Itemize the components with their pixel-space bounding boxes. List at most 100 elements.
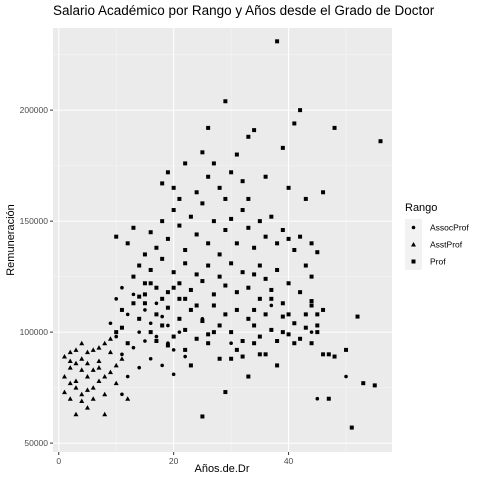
data-point — [160, 296, 165, 301]
data-point — [315, 396, 320, 401]
data-point — [171, 208, 176, 213]
data-point — [108, 321, 113, 326]
data-point — [252, 272, 257, 277]
data-point — [275, 267, 280, 272]
data-point — [154, 285, 159, 290]
data-point — [165, 170, 170, 175]
data-point — [234, 347, 239, 352]
data-point — [125, 341, 130, 346]
data-point — [200, 319, 205, 324]
data-point — [344, 374, 348, 379]
legend-label: AssocProf — [430, 223, 469, 233]
data-point — [229, 356, 234, 361]
data-point — [223, 196, 228, 201]
data-point — [160, 314, 164, 319]
data-point — [137, 316, 142, 321]
data-point — [73, 411, 79, 417]
data-point — [125, 241, 130, 246]
data-point — [96, 378, 102, 383]
data-point — [84, 360, 90, 366]
grid-major — [53, 28, 392, 452]
data-point — [240, 354, 245, 359]
data-point — [269, 214, 274, 219]
data-point — [119, 356, 125, 361]
data-point — [165, 305, 170, 310]
data-point — [275, 39, 280, 44]
data-point — [125, 374, 130, 379]
data-point — [171, 185, 176, 190]
grid-minor — [53, 28, 392, 452]
data-point — [309, 341, 314, 346]
data-point — [240, 208, 245, 213]
data-point — [206, 341, 211, 346]
data-point — [298, 108, 303, 113]
data-point — [107, 336, 113, 341]
data-point — [257, 352, 262, 357]
data-point — [113, 362, 119, 368]
data-point — [217, 252, 222, 257]
data-point — [240, 339, 245, 344]
data-point — [211, 219, 216, 224]
legend-label: AsstProf — [430, 240, 463, 250]
data-point — [269, 327, 274, 332]
data-point — [234, 307, 239, 312]
data-point — [223, 283, 228, 288]
data-point — [67, 365, 73, 370]
data-point — [315, 323, 320, 328]
x-tick-label: 20 — [169, 456, 179, 466]
data-point — [257, 263, 262, 268]
data-point — [183, 354, 187, 359]
data-point — [372, 383, 377, 388]
data-point — [286, 312, 291, 317]
data-point — [206, 263, 211, 268]
series-prof — [114, 39, 383, 430]
data-point — [79, 356, 85, 361]
data-point — [154, 312, 159, 317]
data-point — [280, 145, 285, 150]
legend-items: AssocProf AsstProf Prof — [405, 219, 469, 270]
data-point — [102, 374, 108, 379]
data-point — [96, 345, 102, 350]
data-point — [309, 241, 314, 246]
data-point — [194, 272, 199, 277]
data-point — [154, 339, 159, 344]
data-point — [332, 354, 337, 359]
data-point — [240, 179, 245, 184]
legend: Rango AssocProf AsstProf Prof — [405, 202, 469, 270]
data-point — [148, 356, 153, 361]
data-point — [119, 325, 124, 330]
data-point — [257, 334, 262, 339]
data-point — [309, 330, 314, 334]
data-point — [280, 314, 285, 319]
data-point — [252, 307, 257, 312]
data-point — [246, 196, 251, 201]
data-point — [263, 234, 268, 239]
data-point — [131, 301, 136, 306]
y-tick-label: 100000 — [20, 327, 49, 337]
data-point — [73, 385, 79, 390]
data-point — [286, 281, 291, 286]
data-point — [143, 308, 147, 312]
data-point — [120, 285, 124, 290]
data-point — [257, 219, 262, 224]
data-point — [275, 241, 280, 246]
data-point — [269, 287, 274, 292]
data-point — [183, 247, 188, 252]
data-point — [183, 327, 188, 332]
data-point — [194, 190, 199, 195]
data-point — [211, 161, 216, 166]
data-point — [142, 292, 147, 297]
data-point — [355, 314, 360, 319]
data-point — [154, 301, 159, 306]
data-point — [160, 181, 165, 186]
data-point — [229, 216, 234, 221]
data-point — [148, 230, 153, 235]
data-point — [165, 290, 170, 295]
data-point — [286, 332, 291, 337]
data-point — [229, 170, 234, 175]
data-point — [211, 303, 216, 308]
series-assocprof — [108, 285, 348, 401]
data-point — [211, 330, 216, 335]
data-point — [166, 323, 170, 328]
data-point — [84, 405, 90, 410]
